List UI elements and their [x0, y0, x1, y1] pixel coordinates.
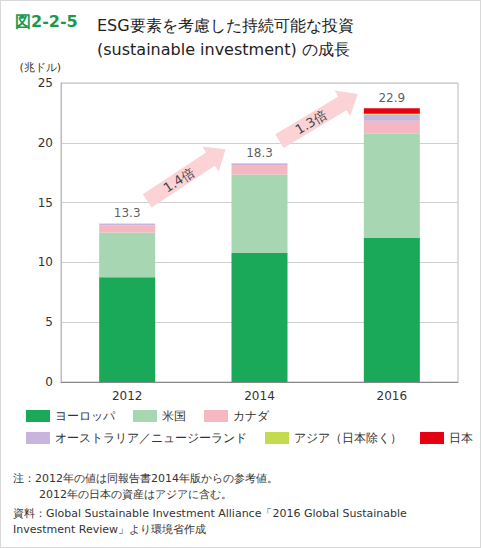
svg-text:13.3: 13.3 [114, 206, 141, 220]
svg-text:(兆ドル): (兆ドル) [19, 61, 61, 74]
svg-text:2012: 2012 [112, 389, 143, 403]
svg-text:資料：Global Sustainable Investme: 資料：Global Sustainable Investment Allianc… [13, 507, 407, 520]
svg-text:1.4倍: 1.4倍 [161, 164, 197, 195]
svg-text:0: 0 [45, 375, 53, 389]
svg-text:22.9: 22.9 [378, 91, 405, 105]
svg-text:2016: 2016 [377, 389, 408, 403]
svg-text:15: 15 [38, 196, 53, 210]
svg-text:10: 10 [38, 255, 53, 269]
svg-text:1.3倍: 1.3倍 [293, 107, 330, 137]
svg-text:5: 5 [45, 315, 53, 329]
svg-text:アジア（日本除く）: アジア（日本除く） [294, 431, 402, 445]
svg-text:カナダ: カナダ [233, 409, 270, 423]
svg-text:Investment Review」より環境省作成: Investment Review」より環境省作成 [13, 523, 206, 536]
svg-text:オーストラリア／ニュージーランド: オーストラリア／ニュージーランド [55, 431, 247, 445]
svg-text:(sustainable investment) の成長: (sustainable investment) の成長 [97, 40, 350, 59]
svg-text:注：2012年の値は同報告書2014年版からの参考値。: 注：2012年の値は同報告書2014年版からの参考値。 [13, 472, 278, 485]
svg-text:図2-2-5: 図2-2-5 [15, 12, 78, 31]
svg-text:ヨーロッパ: ヨーロッパ [55, 409, 116, 423]
svg-text:2014: 2014 [244, 389, 275, 403]
svg-text:25: 25 [38, 76, 53, 90]
svg-text:米国: 米国 [162, 409, 186, 423]
svg-text:日本: 日本 [449, 431, 473, 445]
svg-text:20: 20 [38, 136, 53, 150]
svg-text:18.3: 18.3 [246, 146, 273, 160]
svg-text:ESG要素を考慮した持続可能な投資: ESG要素を考慮した持続可能な投資 [97, 16, 354, 35]
svg-text:2012年の日本の資産はアジアに含む。: 2012年の日本の資産はアジアに含む。 [39, 488, 232, 501]
